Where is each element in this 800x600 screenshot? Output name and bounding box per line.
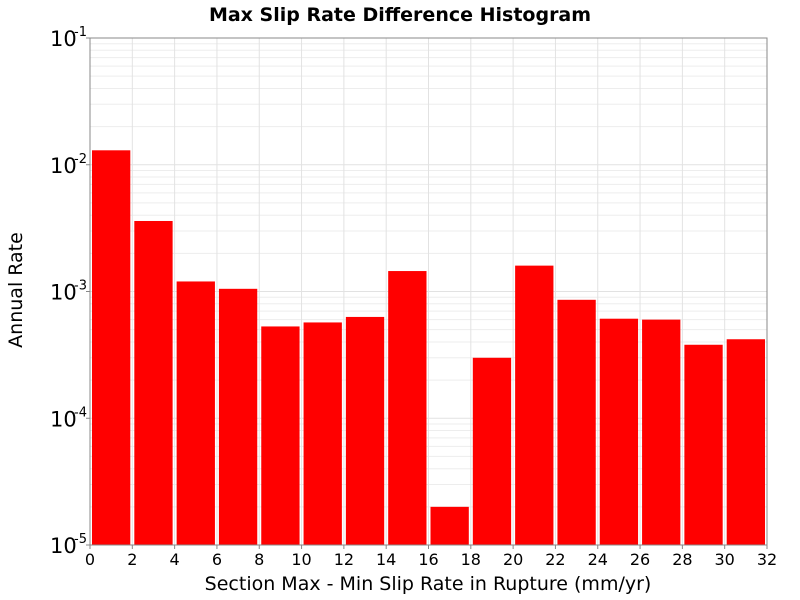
y-tick-base: 10 xyxy=(50,27,77,51)
bar-12 xyxy=(599,318,639,545)
x-tick-label: 6 xyxy=(212,550,222,569)
y-tick-exponent: -3 xyxy=(74,279,87,294)
x-tick-label: 32 xyxy=(757,550,777,569)
bar-0 xyxy=(92,150,131,545)
x-tick-label: 8 xyxy=(254,550,264,569)
x-tick-label: 0 xyxy=(85,550,95,569)
y-tick-base: 10 xyxy=(50,281,77,305)
y-tick-label: 10-5 xyxy=(50,532,87,558)
y-tick-base: 10 xyxy=(50,534,77,558)
y-tick-label: 10-3 xyxy=(50,279,87,305)
bar-6 xyxy=(345,316,385,545)
x-tick-label: 22 xyxy=(545,550,565,569)
bar-15 xyxy=(726,339,765,545)
bar-8 xyxy=(430,506,469,545)
bar-7 xyxy=(388,271,427,545)
y-tick-exponent: -2 xyxy=(74,152,87,167)
bar-13 xyxy=(642,319,681,545)
x-tick-label: 20 xyxy=(503,550,523,569)
x-tick-label: 14 xyxy=(376,550,396,569)
x-tick-label: 4 xyxy=(170,550,180,569)
x-tick-label: 10 xyxy=(291,550,311,569)
x-tick-label: 24 xyxy=(588,550,608,569)
y-tick-base: 10 xyxy=(50,407,77,431)
y-tick-label: 10-1 xyxy=(50,25,87,51)
y-tick-base: 10 xyxy=(50,154,77,178)
y-tick-exponent: -1 xyxy=(74,25,87,40)
bar-1 xyxy=(134,220,173,546)
x-tick-label: 26 xyxy=(630,550,650,569)
bar-3 xyxy=(218,288,258,545)
y-axis-label: Annual Rate xyxy=(5,232,27,348)
bars xyxy=(92,150,765,546)
y-axis-ticks: 10-510-410-310-210-1 xyxy=(50,25,90,558)
y-tick-label: 10-2 xyxy=(50,152,87,178)
x-tick-label: 30 xyxy=(715,550,735,569)
bar-11 xyxy=(557,299,596,545)
x-tick-label: 28 xyxy=(672,550,692,569)
bar-14 xyxy=(684,344,723,545)
bar-9 xyxy=(472,357,512,545)
bar-4 xyxy=(261,326,300,545)
x-tick-label: 16 xyxy=(418,550,438,569)
y-tick-label: 10-4 xyxy=(50,405,87,431)
x-axis-label: Section Max - Min Slip Rate in Rupture (… xyxy=(205,573,652,595)
x-axis-ticks: 0 2 4 6 8 10 12 14 16 18 20 22 24 26 28 30 32 xyxy=(85,545,777,569)
y-tick-exponent: -5 xyxy=(74,532,87,547)
bar-2 xyxy=(176,281,215,545)
bar-10 xyxy=(515,265,554,545)
x-tick-label: 18 xyxy=(461,550,481,569)
y-tick-exponent: -4 xyxy=(74,405,87,420)
x-tick-label: 2 xyxy=(127,550,137,569)
bar-5 xyxy=(303,322,342,545)
x-tick-label: 12 xyxy=(334,550,354,569)
chart-title: Max Slip Rate Difference Histogram xyxy=(209,4,591,26)
